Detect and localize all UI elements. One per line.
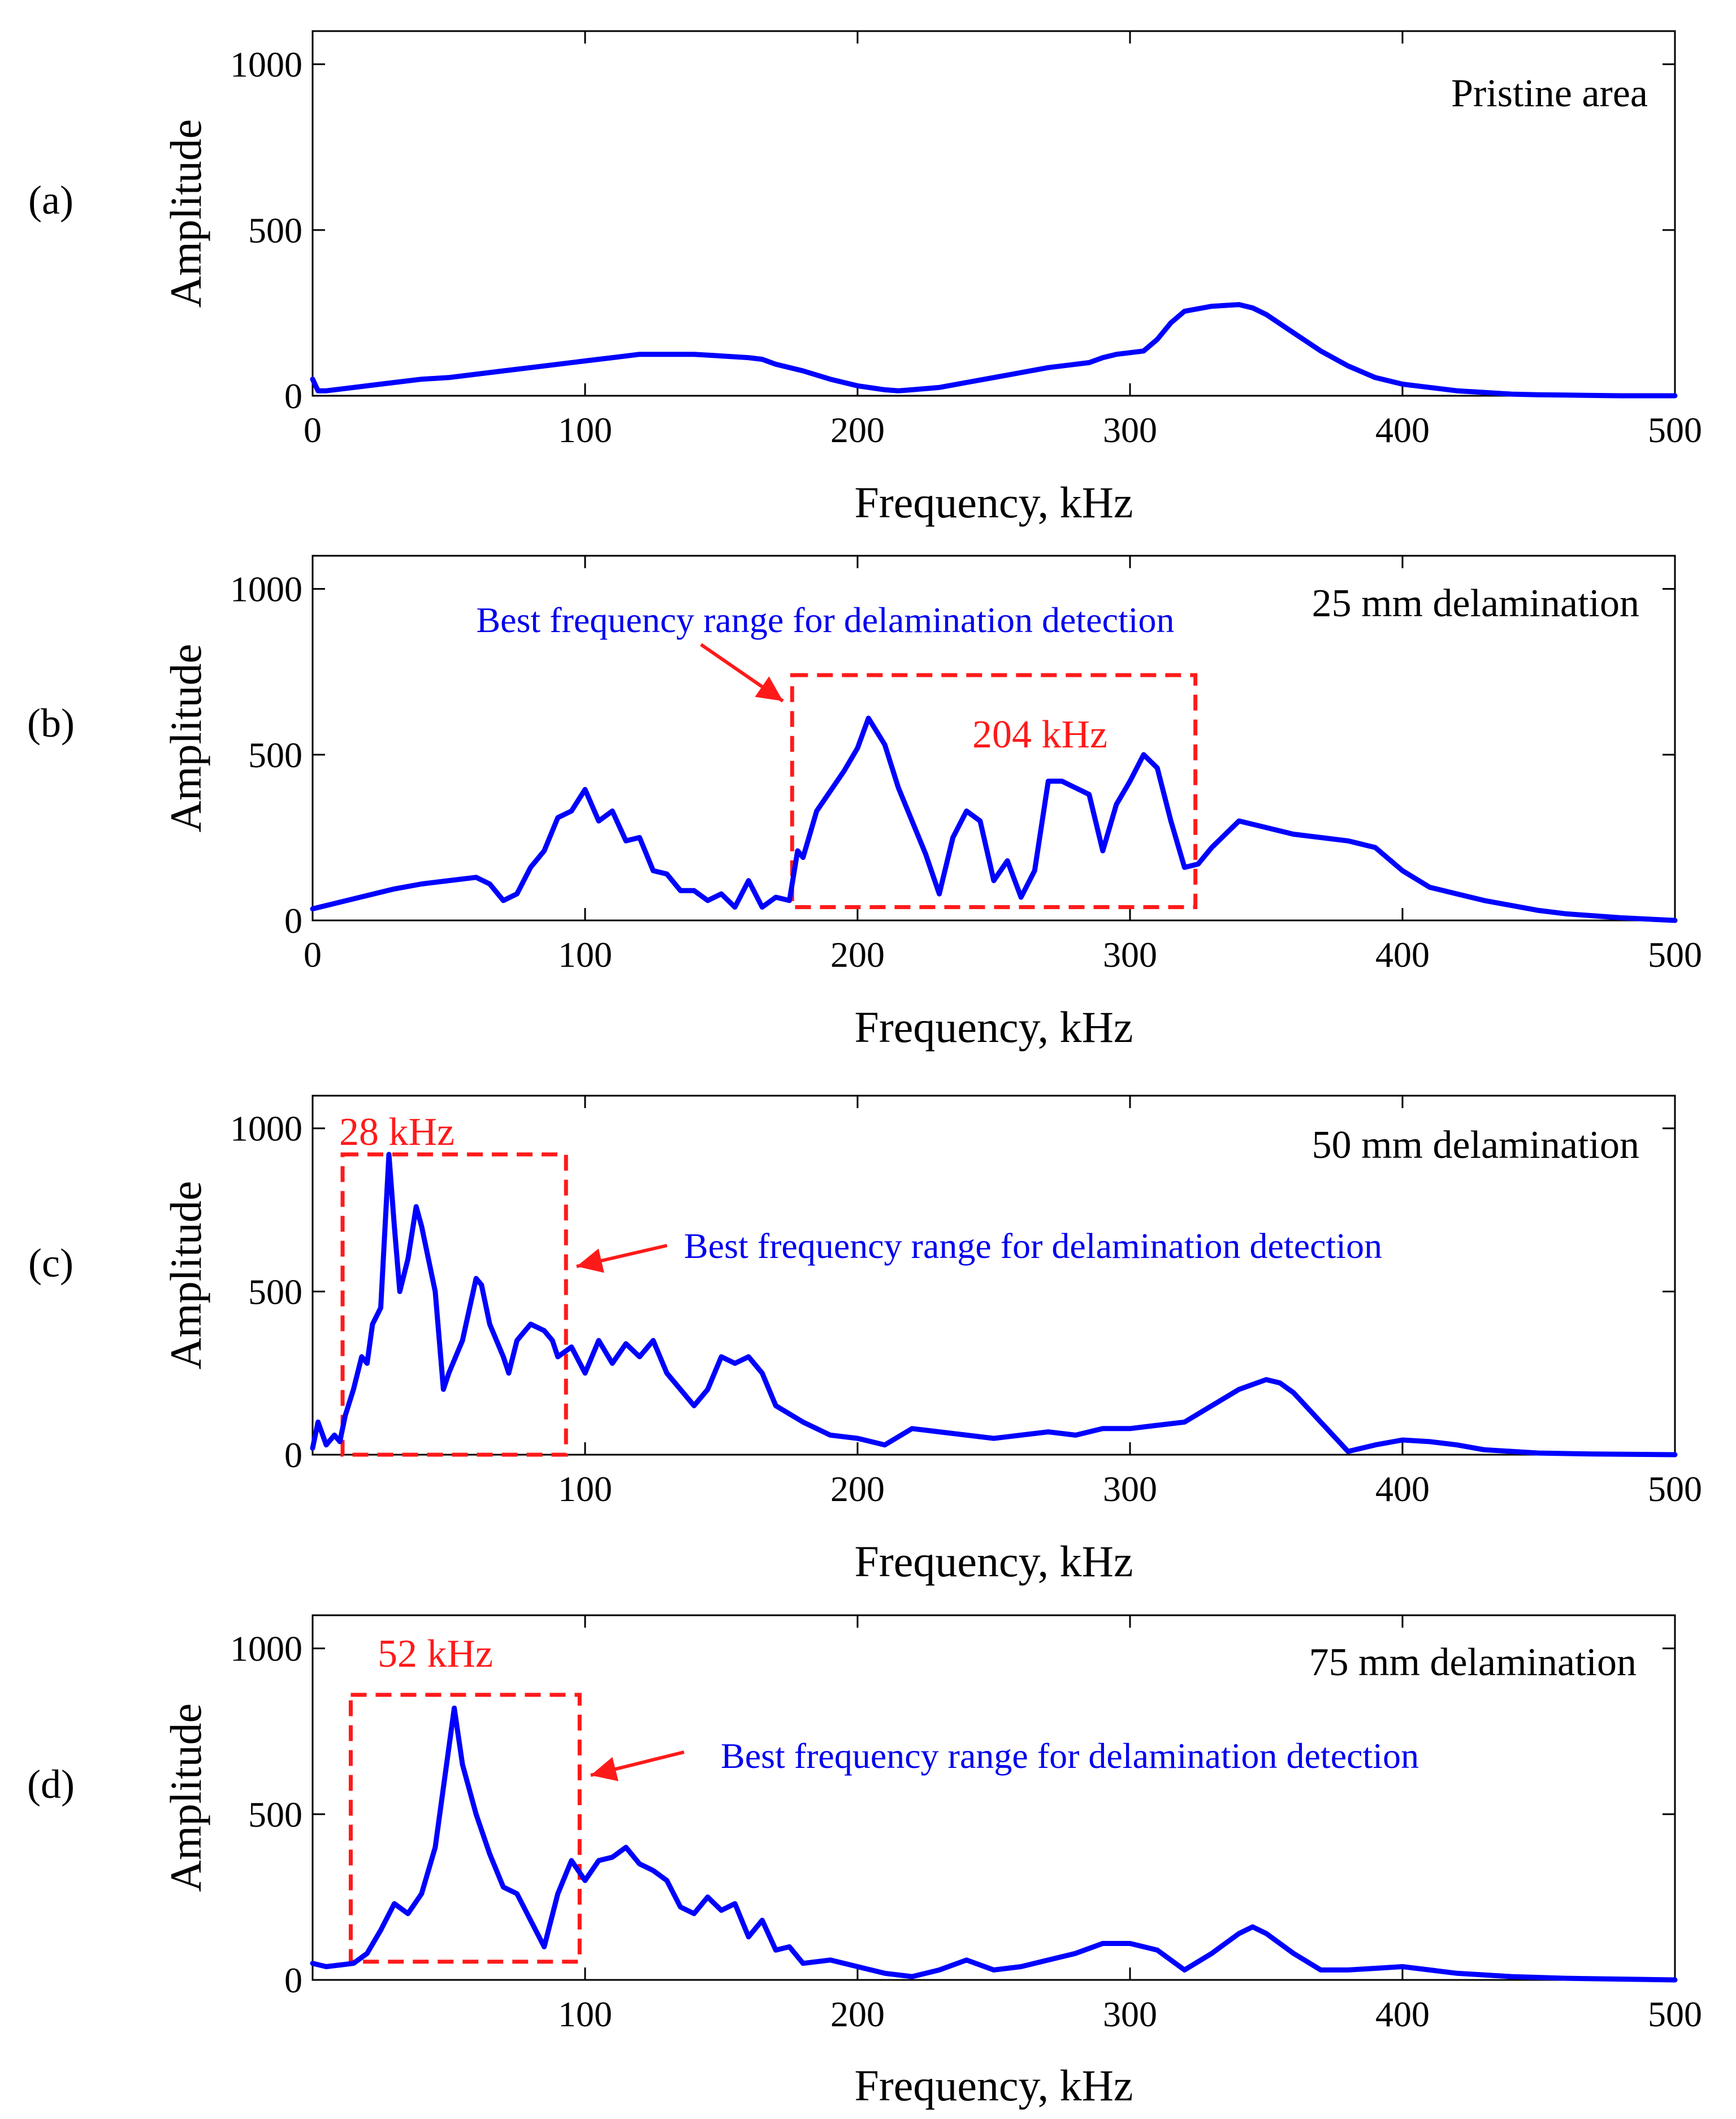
panel-label: (b) xyxy=(27,700,75,746)
plot-frame xyxy=(311,555,1676,922)
plot-frame xyxy=(311,1095,1676,1456)
x-tick-label: 300 xyxy=(1103,410,1157,450)
arrow-head xyxy=(591,1757,618,1781)
y-axis-label: Amplitude xyxy=(161,1181,210,1370)
x-tick-label: 500 xyxy=(1648,1994,1702,2034)
range-note: Best frequency range for delamination de… xyxy=(684,1226,1382,1266)
y-tick-label: 0 xyxy=(284,376,302,416)
panel-3: 100 200 300 400 500 0 500 1000 Frequency, kHz Amp… xyxy=(28,1095,1702,1586)
y-tick-label: 500 xyxy=(248,210,302,250)
arrow-head xyxy=(577,1248,604,1273)
panel-annotation: 25 mm delamination xyxy=(1312,582,1639,625)
x-axis-label: Frequency, kHz xyxy=(854,1537,1133,1586)
x-tick-label: 300 xyxy=(1103,1469,1157,1509)
y-tick-label: 1000 xyxy=(230,1109,302,1149)
x-tick-label: 300 xyxy=(1103,935,1157,975)
highlight-range-box xyxy=(348,1693,582,1964)
x-tick-label: 400 xyxy=(1375,935,1430,975)
range-note: Best frequency range for delamination de… xyxy=(721,1736,1419,1776)
y-tick-label: 1000 xyxy=(230,1629,302,1669)
x-tick-label: 200 xyxy=(830,1994,885,2034)
series-line xyxy=(310,1152,1678,1458)
highlight-range-box xyxy=(340,1152,568,1457)
x-tick-label: 500 xyxy=(1648,1469,1702,1509)
peak-label: 52 kHz xyxy=(378,1632,493,1676)
y-tick-label: 500 xyxy=(248,1272,302,1312)
panel-2: 0 100 200 300 400 500 0 500 1000 Frequency, kHz Am… xyxy=(27,555,1702,1052)
x-tick-label: 100 xyxy=(558,1469,612,1509)
panel-annotation: Pristine area xyxy=(1451,72,1648,115)
peak-label: 28 kHz xyxy=(339,1110,454,1154)
y-tick-label: 1000 xyxy=(230,569,302,609)
x-tick-label: 0 xyxy=(304,410,322,450)
y-tick-label: 0 xyxy=(284,1435,302,1475)
series-line xyxy=(310,715,1678,923)
arrow-head xyxy=(755,676,783,701)
x-tick-label: 400 xyxy=(1375,1994,1430,2034)
plot-frame xyxy=(311,1614,1676,1981)
y-tick-label: 500 xyxy=(248,735,302,775)
x-tick-label: 0 xyxy=(304,935,322,975)
peak-label: 204 kHz xyxy=(972,713,1107,756)
panel-annotation: 50 mm delamination xyxy=(1312,1123,1639,1167)
x-tick-label: 200 xyxy=(830,1469,885,1509)
y-axis-label: Amplitude xyxy=(161,119,210,308)
x-tick-label: 100 xyxy=(558,935,612,975)
plot-frame xyxy=(311,30,1676,397)
x-axis-label: Frequency, kHz xyxy=(854,1002,1133,1052)
x-tick-label: 200 xyxy=(830,410,885,450)
panel-label: (a) xyxy=(28,178,73,223)
x-tick-label: 300 xyxy=(1103,1994,1157,2034)
x-tick-label: 500 xyxy=(1648,410,1702,450)
x-tick-label: 200 xyxy=(830,935,885,975)
x-tick-label: 400 xyxy=(1375,1469,1430,1509)
series-line xyxy=(310,302,1678,399)
panel-label: (d) xyxy=(27,1762,75,1807)
y-tick-label: 500 xyxy=(248,1794,302,1835)
x-axis-label: Frequency, kHz xyxy=(854,478,1133,527)
y-axis-label: Amplitude xyxy=(161,644,210,833)
x-tick-label: 400 xyxy=(1375,410,1430,450)
range-note: Best frequency range for delamination de… xyxy=(476,600,1174,640)
panel-label: (c) xyxy=(28,1240,73,1286)
y-axis-label: Amplitude xyxy=(161,1703,210,1892)
x-tick-label: 500 xyxy=(1648,935,1702,975)
y-tick-label: 0 xyxy=(284,1960,302,2000)
series-line xyxy=(310,1705,1678,1983)
panel-1: 0 100 200 300 400 500 0 500 1000 Frequency, kHz Am… xyxy=(28,30,1702,527)
highlight-range-box xyxy=(790,673,1198,910)
panel-4: 100 200 300 400 500 0 500 1000 Frequency, kHz Amp… xyxy=(27,1614,1702,2110)
y-tick-label: 0 xyxy=(284,901,302,941)
panel-annotation: 75 mm delamination xyxy=(1309,1641,1637,1684)
y-tick-label: 1000 xyxy=(230,45,302,85)
x-tick-label: 100 xyxy=(558,1994,612,2034)
x-axis-label: Frequency, kHz xyxy=(854,2061,1133,2110)
x-tick-label: 100 xyxy=(558,410,612,450)
